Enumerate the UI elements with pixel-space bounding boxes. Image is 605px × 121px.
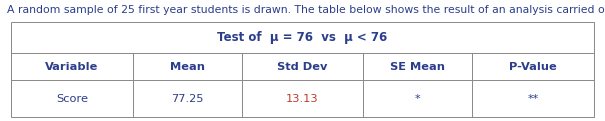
Text: **: ** bbox=[528, 94, 538, 104]
Text: Mean: Mean bbox=[170, 62, 205, 72]
Text: Test of  μ = 76  vs  μ < 76: Test of μ = 76 vs μ < 76 bbox=[217, 31, 388, 44]
Text: SE Mean: SE Mean bbox=[390, 62, 445, 72]
Text: 13.13: 13.13 bbox=[286, 94, 319, 104]
Text: Variable: Variable bbox=[45, 62, 99, 72]
Text: *: * bbox=[414, 94, 420, 104]
Text: P-Value: P-Value bbox=[509, 62, 557, 72]
Text: A random sample of 25 first year students is drawn. The table below shows the re: A random sample of 25 first year student… bbox=[7, 5, 605, 15]
Text: Score: Score bbox=[56, 94, 88, 104]
Bar bbox=[11, 22, 594, 117]
Text: Std Dev: Std Dev bbox=[277, 62, 328, 72]
Text: 77.25: 77.25 bbox=[171, 94, 204, 104]
